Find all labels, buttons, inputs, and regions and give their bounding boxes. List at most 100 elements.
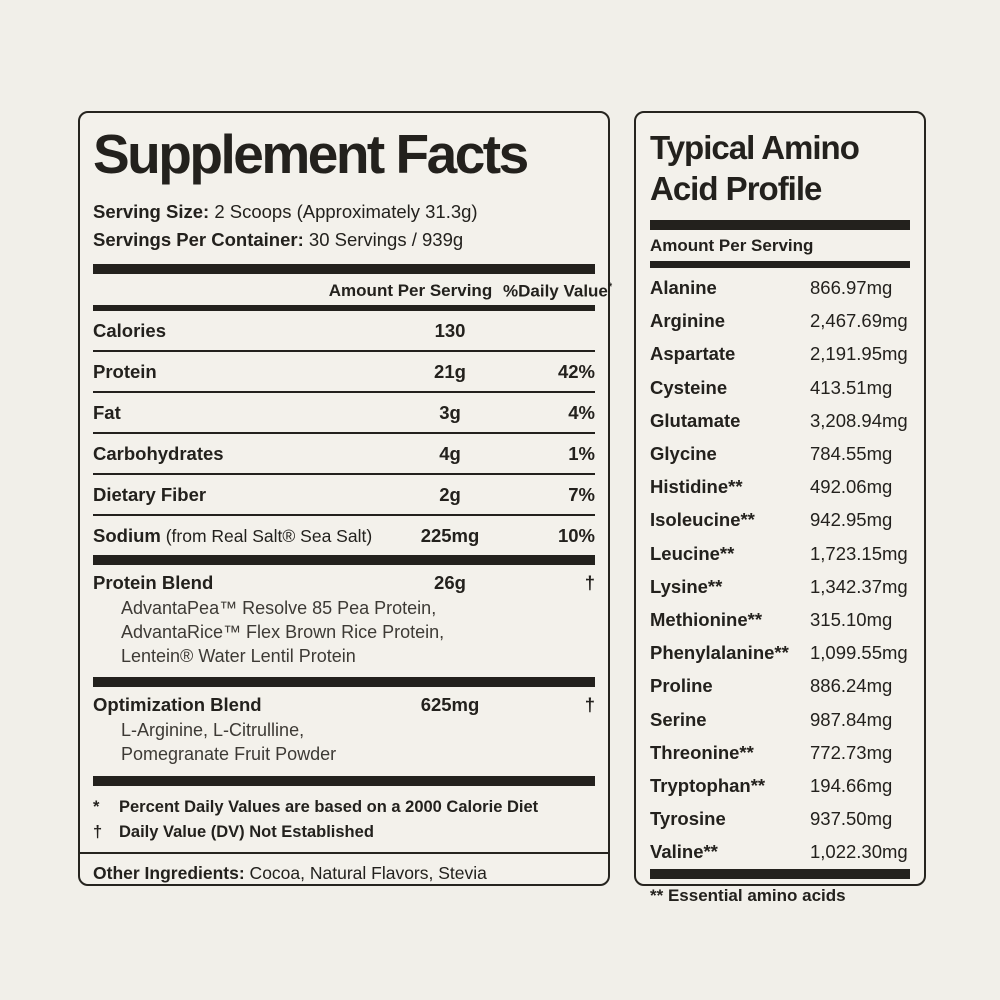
footnote-line: † Daily Value (DV) Not Established: [93, 820, 595, 845]
servings-per-container-label: Servings Per Container:: [93, 228, 304, 250]
divider-bar-medium: [650, 260, 910, 268]
amino-acid-name: Glutamate: [650, 409, 741, 431]
amino-amount-header: Amount Per Serving: [650, 235, 814, 255]
amino-acid-amount: 942.95mg: [810, 509, 893, 531]
nutrient-daily-value: 42%: [557, 361, 595, 383]
nutrient-daily-value: 10%: [557, 525, 595, 547]
footnote-mark: *: [93, 797, 100, 816]
divider-bar-medium: [93, 305, 595, 312]
amino-acid-name: Cysteine: [650, 376, 728, 398]
amino-acid-row: Serine 987.84mg: [650, 703, 910, 736]
nutrient-daily-value: 7%: [568, 484, 595, 506]
amino-acid-amount: 1,022.30mg: [810, 841, 908, 863]
amino-acid-name: Isoleucine**: [650, 509, 755, 531]
nutrient-daily-value: 4%: [568, 402, 595, 424]
amino-acid-row: Valine** 1,022.30mg: [650, 836, 910, 869]
blend-ingredients: L-Arginine, L-Citrulline, Pomegranate Fr…: [121, 720, 337, 765]
amino-acid-name: Lysine**: [650, 575, 723, 597]
footnote-text: Percent Daily Values are based on a 2000…: [119, 797, 539, 816]
amino-acid-amount: 1,723.15mg: [810, 542, 908, 564]
amino-acid-row: Methionine** 315.10mg: [650, 603, 910, 636]
footnote-line: * Percent Daily Values are based on a 20…: [93, 795, 595, 820]
nutrient-row: Carbohydrates 4g 1%: [93, 434, 595, 476]
columns-header: Amount Per Serving %Daily Value*: [93, 274, 612, 306]
amino-acid-row: Glycine 784.55mg: [650, 437, 910, 470]
amino-acid-amount: 772.73mg: [810, 741, 893, 763]
serving-size-label: Serving Size:: [93, 201, 210, 222]
servings-per-container-line: Servings Per Container: 30 Servings / 93…: [93, 226, 595, 254]
amino-acid-amount: 784.55mg: [810, 443, 893, 465]
amino-acid-amount: 413.51mg: [810, 376, 893, 398]
amino-acid-name: Methionine**: [650, 608, 763, 630]
blend-amount: 625mg: [420, 694, 480, 716]
amino-acid-row: Phenylalanine** 1,099.55mg: [650, 637, 910, 670]
blend-section: Protein Blend 26g † AdvantaPea™ Resolve …: [93, 555, 595, 677]
blend-dagger: †: [584, 694, 595, 716]
amino-acid-amount: 492.06mg: [810, 476, 893, 498]
footnote-text: Daily Value (DV) Not Established: [119, 822, 374, 841]
nutrient-table: Calories 130 Protein 21g 42% Fat 3g 4% C…: [93, 311, 595, 555]
amino-acid-name: Serine: [650, 708, 707, 730]
amino-acid-row: Arginine 2,467.69mg: [650, 305, 910, 338]
essential-amino-acids-footnote: ** Essential amino acids: [650, 885, 846, 905]
divider-bar-thick: [650, 219, 910, 230]
nutrient-row: Dietary Fiber 2g 7%: [93, 475, 595, 517]
amino-acid-row: Cysteine 413.51mg: [650, 371, 910, 404]
amount-per-serving-header: Amount Per Serving: [328, 281, 493, 301]
amino-acid-name: Glycine: [650, 443, 717, 465]
blend-sections: Protein Blend 26g † AdvantaPea™ Resolve …: [93, 555, 595, 776]
amino-acid-row: Histidine** 492.06mg: [650, 471, 910, 504]
amino-acid-row: Tryptophan** 194.66mg: [650, 769, 910, 802]
nutrient-amount: 4g: [439, 443, 461, 465]
other-ingredients-label: Other Ingredients:: [93, 863, 245, 884]
daily-value-asterisk: *: [607, 280, 613, 293]
nutrient-amount: 21g: [434, 361, 466, 383]
nutrient-row: Sodium (from Real Salt® Sea Salt) 225mg …: [93, 516, 595, 555]
other-ingredients: Other Ingredients: Cocoa, Natural Flavor…: [80, 852, 608, 887]
amino-acid-name: Arginine: [650, 310, 726, 332]
amino-acid-row: Threonine** 772.73mg: [650, 736, 910, 769]
supplement-facts-panel: Supplement Facts Serving Size: 2 Scoops …: [78, 111, 612, 887]
nutrient-row: Protein 21g 42%: [93, 352, 595, 394]
amino-acid-amount: 2,467.69mg: [810, 310, 908, 332]
blend-header: Protein Blend 26g †: [93, 572, 595, 594]
amino-footnote-section: ** Essential amino acids: [650, 868, 910, 908]
amino-acid-name: Tyrosine: [650, 808, 726, 830]
amino-acid-row: Lysine** 1,342.37mg: [650, 570, 910, 603]
amino-acid-amount: 2,191.95mg: [810, 343, 908, 365]
nutrient-row: Fat 3g 4%: [93, 393, 595, 435]
amino-acid-table: Alanine 866.97mg Arginine 2,467.69mg Asp…: [650, 268, 910, 869]
amino-acid-row: Alanine 866.97mg: [650, 272, 910, 305]
amino-acid-name: Histidine**: [650, 476, 743, 498]
blend-header: Optimization Blend 625mg †: [93, 694, 595, 716]
amino-acid-name: Aspartate: [650, 343, 736, 365]
divider-bar-thick: [650, 868, 910, 879]
divider-bar-thick: [93, 263, 595, 274]
amino-acid-name: Alanine: [650, 277, 717, 299]
amino-acid-row: Glutamate 3,208.94mg: [650, 404, 910, 437]
blend-name: Protein Blend: [93, 572, 214, 594]
amino-profile-title: Typical Amino Acid Profile: [650, 129, 860, 208]
amino-acid-row: Tyrosine 937.50mg: [650, 803, 910, 836]
nutrient-label: Calories: [93, 320, 167, 342]
amino-acid-name: Tryptophan**: [650, 774, 766, 796]
amino-acid-amount: 886.24mg: [810, 675, 893, 697]
amino-acid-name: Leucine**: [650, 542, 735, 564]
amino-acid-amount: 987.84mg: [810, 708, 893, 730]
footnotes: * Percent Daily Values are based on a 20…: [93, 775, 595, 853]
footnote-mark: †: [93, 822, 103, 841]
amino-acid-row: Isoleucine** 942.95mg: [650, 504, 910, 537]
nutrient-amount: 225mg: [420, 525, 480, 547]
blend-ingredients: AdvantaPea™ Resolve 85 Pea Protein, Adva…: [121, 598, 445, 666]
serving-size-value: 2 Scoops (Approximately 31.3g): [214, 201, 478, 222]
nutrient-daily-value: 1%: [568, 443, 595, 465]
nutrient-label: Sodium (from Real Salt® Sea Salt): [93, 525, 373, 547]
nutrient-note: (from Real Salt® Sea Salt): [160, 526, 373, 547]
blend-amount: 26g: [434, 572, 466, 594]
amino-acid-row: Aspartate 2,191.95mg: [650, 338, 910, 371]
supplement-facts-title: Supplement Facts: [93, 123, 529, 185]
nutrient-label: Dietary Fiber: [93, 484, 207, 506]
servings-per-container-value: 30 Servings / 939g: [308, 228, 464, 250]
amino-acid-amount: 3,208.94mg: [810, 409, 908, 431]
amino-acid-row: Proline 886.24mg: [650, 670, 910, 703]
